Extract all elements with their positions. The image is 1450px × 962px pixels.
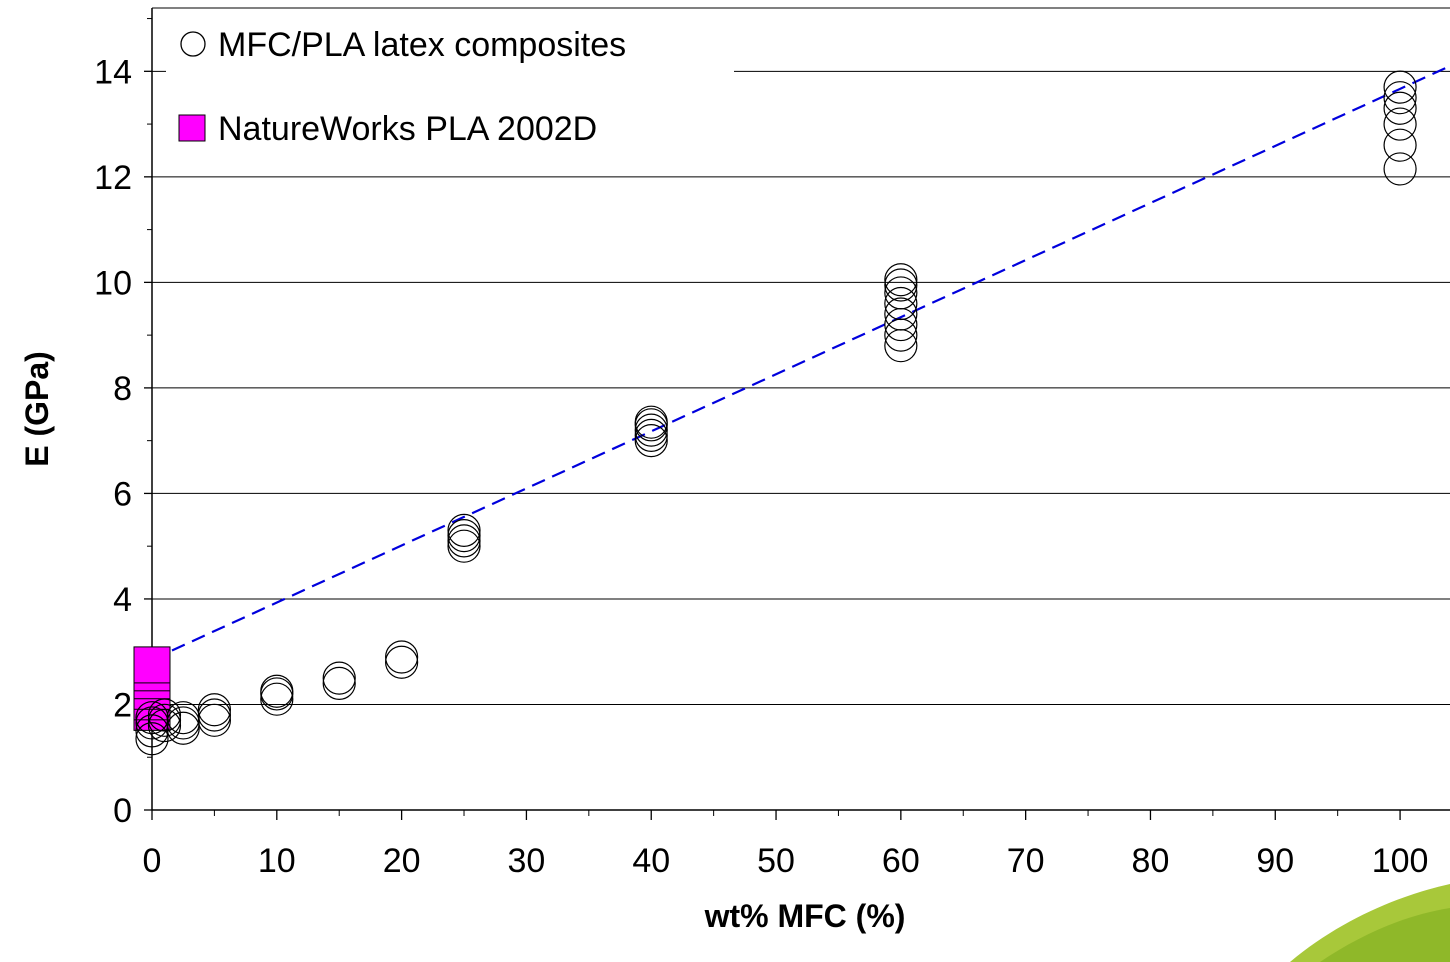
data-point-mfc-pla <box>884 329 918 363</box>
grid-lines <box>152 70 1450 705</box>
data-point-mfc-pla <box>147 698 182 732</box>
data-point-mfc-pla <box>447 524 481 558</box>
data-point-mfc-pla <box>1383 128 1417 162</box>
data-point-mfc-pla <box>634 405 668 439</box>
x-tick-label: 60 <box>882 842 920 880</box>
data-point-mfc-pla <box>260 674 294 708</box>
data-point-mfc-pla <box>447 513 481 547</box>
legend-background <box>166 20 734 160</box>
data-point-mfc-pla <box>385 645 419 679</box>
y-tick-label: 10 <box>94 264 132 302</box>
x-ticks: 0 10 20 30 40 50 60 70 80 90 100 <box>143 810 1429 880</box>
data-point-mfc-pla <box>634 424 668 458</box>
series-pla-2002d <box>133 646 171 731</box>
data-point-mfc-pla <box>1383 152 1417 186</box>
y-tick-label: 2 <box>113 686 132 724</box>
y-tick-label: 0 <box>113 792 132 830</box>
series-mfc-pla-latex <box>135 70 1417 756</box>
legend-marker-square <box>178 114 206 142</box>
y-tick-label: 4 <box>113 581 132 619</box>
data-point-mfc-pla <box>884 276 918 310</box>
data-point-mfc-pla <box>147 703 182 737</box>
data-point-mfc-pla <box>884 307 918 342</box>
data-point-mfc-pla <box>447 519 481 553</box>
x-tick-label: 50 <box>757 842 795 880</box>
data-point-mfc-pla <box>634 418 668 452</box>
data-point-mfc-pla <box>884 268 918 302</box>
x-tick-label: 20 <box>383 842 421 880</box>
data-point-mfc-pla <box>884 286 918 321</box>
x-tick-label: 30 <box>508 842 546 880</box>
x-tick-label: 0 <box>143 842 162 880</box>
y-tick-label: 12 <box>94 159 132 197</box>
legend-marker-circle <box>180 31 206 57</box>
data-point-mfc-pla <box>884 318 918 352</box>
trendline <box>151 65 1450 661</box>
legend: MFC/PLA latex composites NatureWorks PLA… <box>166 20 734 160</box>
x-tick-label: 40 <box>632 842 670 880</box>
corner-decoration-shade <box>1320 908 1450 962</box>
data-point-mfc-pla <box>147 708 182 743</box>
y-tick-label: 14 <box>94 53 132 91</box>
y-ticks: 0 2 4 6 8 10 12 14 <box>94 18 152 830</box>
data-point-mfc-pla <box>1383 70 1417 104</box>
data-point-mfc-pla <box>197 698 232 732</box>
y-axis-title: E (GPa) <box>19 351 55 467</box>
y-tick-label: 6 <box>113 475 132 513</box>
data-point-mfc-pla <box>166 711 200 745</box>
trendline-group <box>151 65 1450 661</box>
x-tick-label: 90 <box>1256 842 1294 880</box>
x-tick-label: 10 <box>258 842 296 880</box>
data-point-mfc-pla <box>634 413 668 447</box>
data-point-mfc-pla <box>197 703 232 737</box>
data-point-mfc-pla <box>322 666 356 700</box>
x-axis-title: wt% MFC (%) <box>704 898 906 934</box>
legend-label-pla-2002d: NatureWorks PLA 2002D <box>218 110 597 148</box>
data-point-mfc-pla <box>884 297 918 331</box>
data-point-mfc-pla <box>385 640 419 674</box>
legend-label-mfc-pla: MFC/PLA latex composites <box>218 26 626 64</box>
data-point-mfc-pla <box>884 263 918 297</box>
x-tick-label: 70 <box>1007 842 1045 880</box>
data-point-pla-2002d <box>133 646 171 684</box>
data-point-mfc-pla <box>197 693 232 727</box>
data-point-mfc-pla <box>322 661 356 695</box>
data-point-mfc-pla <box>260 682 294 716</box>
y-tick-label: 8 <box>113 370 132 408</box>
x-tick-label: 80 <box>1132 842 1170 880</box>
x-tick-label: 100 <box>1372 842 1429 880</box>
data-point-mfc-pla <box>1383 81 1417 115</box>
data-point-mfc-pla <box>135 722 169 756</box>
data-point-mfc-pla <box>1383 91 1417 125</box>
data-point-mfc-pla <box>1383 107 1417 141</box>
data-point-mfc-pla <box>447 529 481 563</box>
